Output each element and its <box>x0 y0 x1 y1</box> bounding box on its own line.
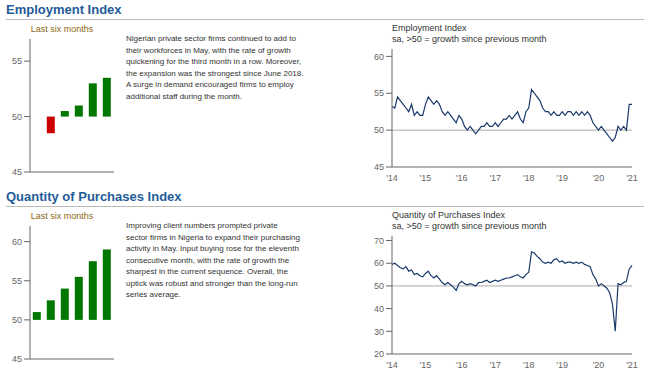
svg-text:'16: '16 <box>456 173 468 183</box>
html-text:Last six months: Last six months <box>30 24 94 34</box>
svg-text:40: 40 <box>374 304 384 314</box>
html-text:Improving client numbers promp: Improving client numbers prompted privat… <box>126 221 300 299</box>
svg-text:'17: '17 <box>489 360 501 370</box>
svg-text:55: 55 <box>374 88 384 98</box>
svg-text:'15: '15 <box>420 360 432 370</box>
svg-text:60: 60 <box>374 52 384 62</box>
svg-text:'20: '20 <box>593 360 605 370</box>
svg-text:55: 55 <box>12 56 22 66</box>
svg-text:50: 50 <box>374 125 384 135</box>
svg-text:55: 55 <box>12 276 22 286</box>
html-text:Nigerian private sector firms: Nigerian private sector firms continued … <box>126 34 304 101</box>
svg-text:'14: '14 <box>386 360 398 370</box>
html-text:Last six months: Last six months <box>30 211 94 221</box>
svg-text:'21: '21 <box>626 360 638 370</box>
html-text:Quantity of Purchases Index: Quantity of Purchases Index <box>392 210 506 220</box>
svg-text:'14: '14 <box>386 173 398 183</box>
svg-text:'21: '21 <box>626 173 638 183</box>
html-text:sa, >50 = growth since previou: sa, >50 = growth since previous month <box>392 34 547 44</box>
svg-text:30: 30 <box>374 327 384 337</box>
svg-text:20: 20 <box>374 349 384 359</box>
html-text:Employment Index: Employment Index <box>6 2 122 17</box>
svg-text:'16: '16 <box>456 360 468 370</box>
svg-text:'19: '19 <box>556 360 568 370</box>
svg-text:'20: '20 <box>593 173 605 183</box>
html-text:Employment Index: Employment Index <box>392 23 467 33</box>
svg-text:'18: '18 <box>523 360 535 370</box>
svg-text:50: 50 <box>12 112 22 122</box>
svg-text:'15: '15 <box>420 173 432 183</box>
svg-text:50: 50 <box>374 281 384 291</box>
svg-text:60: 60 <box>12 237 22 247</box>
svg-text:60: 60 <box>374 258 384 268</box>
svg-text:50: 50 <box>12 315 22 325</box>
svg-text:'18: '18 <box>523 173 535 183</box>
svg-text:70: 70 <box>374 236 384 246</box>
html-text:sa, >50 = growth since previou: sa, >50 = growth since previous month <box>392 221 547 231</box>
svg-text:45: 45 <box>12 354 22 364</box>
html-text:Quantity of Purchases Index: Quantity of Purchases Index <box>6 189 182 204</box>
svg-text:45: 45 <box>374 162 384 172</box>
svg-text:'17: '17 <box>489 173 501 183</box>
svg-text:45: 45 <box>12 167 22 177</box>
svg-text:'19: '19 <box>556 173 568 183</box>
